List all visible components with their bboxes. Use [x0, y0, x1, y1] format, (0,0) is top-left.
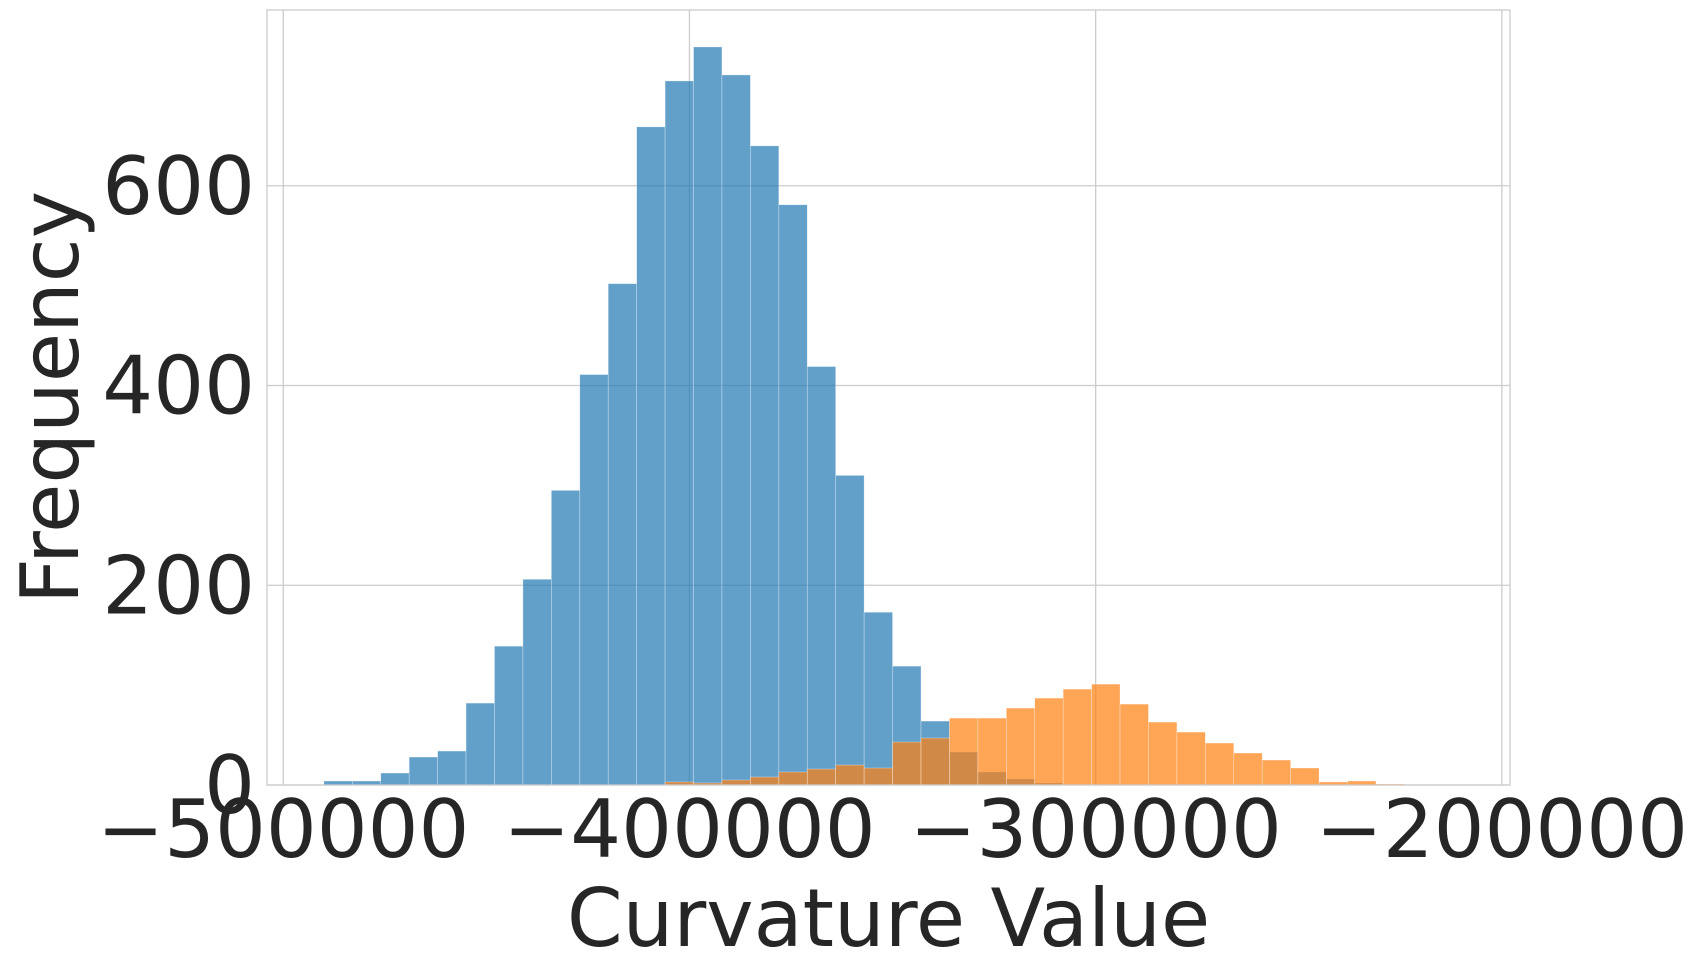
x-axis-tick-labels: −500000 −400000 −300000 −200000 [97, 783, 1688, 876]
histogram-series-2 [664, 683, 1405, 786]
histogram-bar [750, 145, 780, 786]
x-tick-label: −400000 [503, 783, 875, 876]
histogram-bar [408, 756, 438, 786]
histogram-bar [1006, 707, 1036, 786]
histogram-bar [1148, 721, 1178, 786]
histogram-bar [579, 374, 609, 786]
histogram-bar [920, 737, 950, 786]
histogram-series-1 [323, 46, 1064, 786]
histogram-bar [892, 741, 922, 786]
histogram-bar [835, 475, 865, 786]
histogram-bar [977, 717, 1007, 786]
plot-frame [266, 9, 1511, 786]
histogram-bar [465, 702, 495, 786]
histogram-bar [949, 717, 979, 786]
histogram-bar [664, 80, 694, 786]
histogram-bar [863, 611, 893, 786]
histogram-bar [636, 126, 666, 786]
histogram-bar [806, 366, 836, 786]
histogram-bar [1062, 688, 1092, 786]
x-tick-label: −200000 [1316, 783, 1688, 876]
histogram-bar [693, 46, 723, 786]
histogram-bar [1205, 742, 1235, 786]
x-tick-label: −500000 [97, 783, 469, 876]
histogram-bar [778, 204, 808, 786]
histogram-bar [835, 764, 865, 786]
histogram-bar [522, 578, 552, 786]
y-tick-label: 400 [102, 340, 255, 433]
histogram-bar [494, 645, 524, 786]
x-axis-label: Curvature Value [567, 872, 1210, 965]
histogram-bars [323, 46, 1405, 786]
histogram-bar [607, 283, 637, 786]
histogram-bar [1176, 731, 1206, 786]
histogram-bar [1034, 697, 1064, 786]
histogram-bar [1261, 759, 1291, 786]
histogram-bar [1091, 683, 1121, 786]
y-tick-label: 0 [204, 739, 255, 832]
y-axis-label: Frequency [4, 191, 97, 604]
histogram-bar [721, 74, 751, 786]
histogram-bar [551, 490, 581, 786]
y-axis-tick-labels: 0 200 400 600 [102, 140, 255, 832]
histogram-bar [1119, 703, 1149, 786]
histogram-bar [437, 750, 467, 786]
histogram-bar [1233, 752, 1263, 786]
x-tick-label: −300000 [909, 783, 1281, 876]
y-tick-label: 200 [102, 539, 255, 632]
y-tick-label: 600 [102, 140, 255, 233]
